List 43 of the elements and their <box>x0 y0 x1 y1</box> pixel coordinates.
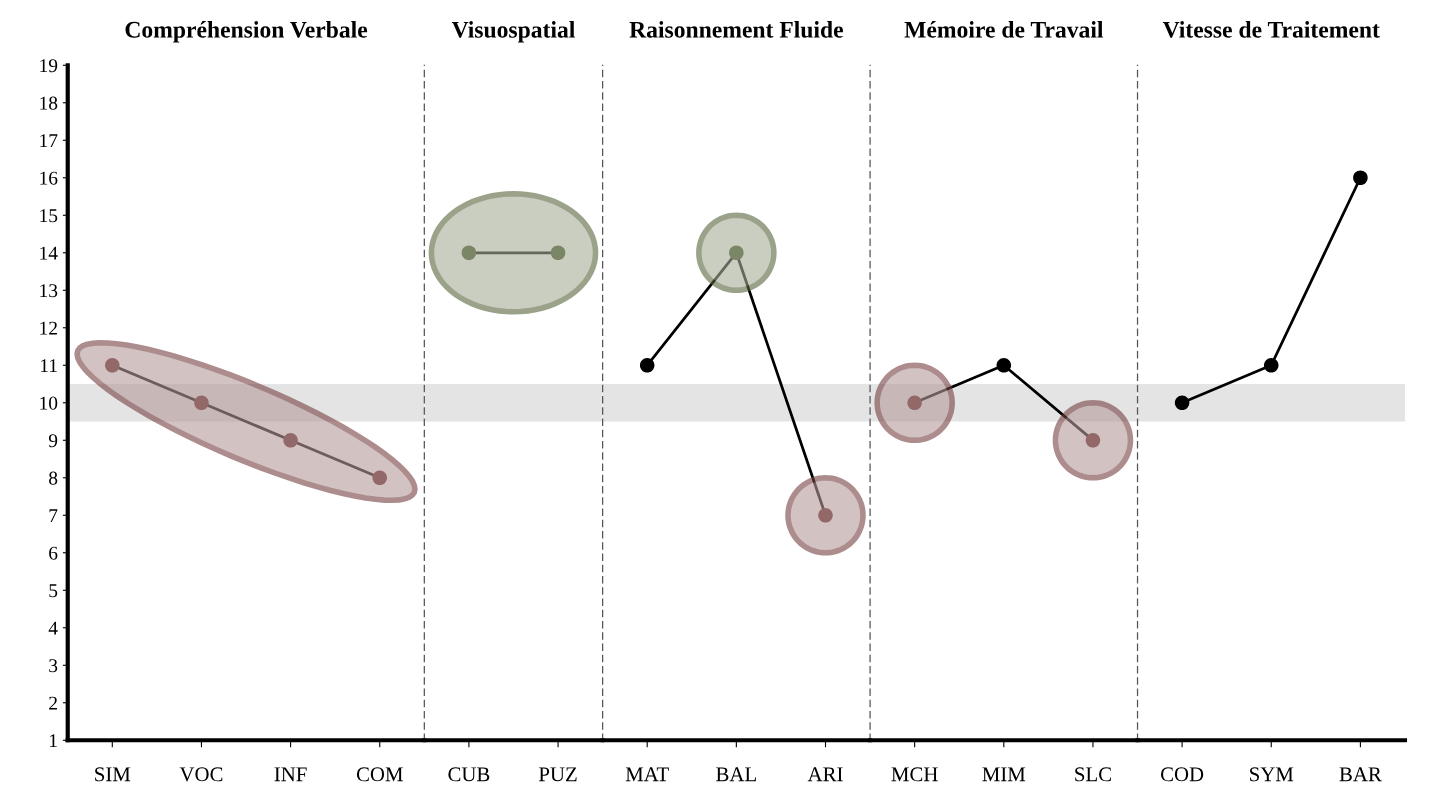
x-tick-label: BAR <box>1339 767 1382 782</box>
point <box>283 432 298 448</box>
y-tick-label: 16 <box>40 171 58 185</box>
y-tick-label: 1 <box>49 734 57 748</box>
y-tick-label: 10 <box>40 396 58 410</box>
x-tick-label: COD <box>1160 767 1204 782</box>
y-tick-label: 17 <box>40 134 58 148</box>
x-tick-label: ARI <box>807 767 843 782</box>
x-tick-label: COM <box>356 767 403 782</box>
x-tick-label: MIM <box>982 767 1026 782</box>
y-tick-label: 9 <box>48 434 58 448</box>
x-tick-label: INF <box>274 767 307 782</box>
y-tick-label: 2 <box>49 696 57 710</box>
chart-title: Mémoire de Travail <box>904 21 1104 38</box>
y-tick-label: 18 <box>40 96 58 110</box>
point <box>105 357 120 373</box>
y-tick-label: 12 <box>40 321 57 335</box>
y-tick-label: 15 <box>40 209 58 223</box>
chart-title: Compréhension Verbale <box>125 21 368 43</box>
chart-title: Visuospatial <box>451 21 575 43</box>
y-tick-label: 3 <box>49 659 58 673</box>
x-tick-label: SIM <box>95 767 131 782</box>
x-tick-label: BAL <box>716 767 756 782</box>
x-tick-label: VOC <box>179 767 223 782</box>
chart-title: Vitesse de Traitement <box>1162 21 1380 38</box>
x-tick-label: CUB <box>448 767 490 782</box>
y-tick-label: 6 <box>49 546 58 560</box>
y-tick-label: 11 <box>41 359 57 373</box>
y-tick-label: 19 <box>40 59 58 73</box>
y-tick-label: 7 <box>49 509 58 523</box>
point <box>194 395 209 411</box>
chart-title: Raisonnement Fluide <box>629 21 843 38</box>
y-tick-label: 14 <box>40 246 58 260</box>
x-tick-label: SLC <box>1075 767 1111 782</box>
y-tick-label: 5 <box>49 584 58 598</box>
x-tick-label: PUZ <box>538 767 577 782</box>
point <box>372 470 388 486</box>
x-tick-label: MCH <box>891 767 938 782</box>
x-tick-label: MAT <box>625 767 669 782</box>
x-tick-label: SYM <box>1250 767 1294 782</box>
y-tick-label: 4 <box>48 621 58 635</box>
y-tick-label: 8 <box>49 471 58 485</box>
y-tick-label: 13 <box>40 284 58 298</box>
